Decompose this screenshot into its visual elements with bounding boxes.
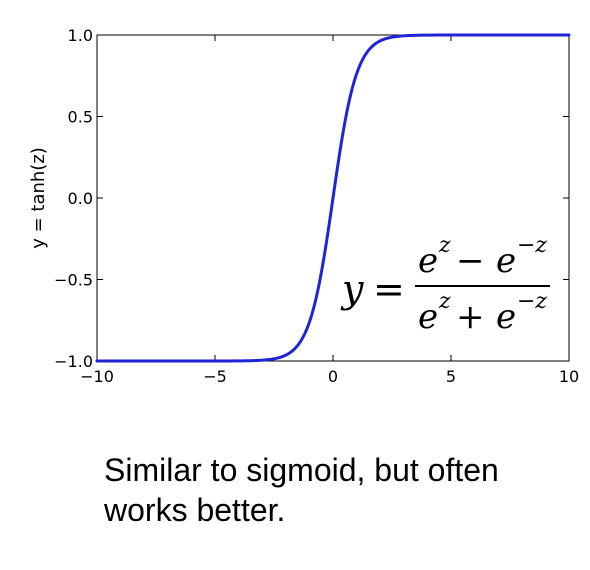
y-tick-label: 0.5 [68, 108, 93, 127]
y-tick-label: −1.0 [54, 352, 93, 371]
tanh-series-line [95, 33, 571, 363]
caption: Similar to sigmoid, but often works bett… [104, 450, 574, 530]
x-tick-label: 10 [559, 367, 579, 386]
x-tick-label: 5 [446, 367, 456, 386]
denominator-term2-base: e [496, 297, 516, 337]
numerator-term1-exp: z [438, 233, 451, 258]
formula-lhs: y [340, 267, 364, 311]
numerator-term1-base: e [418, 241, 438, 281]
denominator-term1-exp: z [438, 289, 451, 314]
formula-equals: = [373, 267, 405, 311]
series-layer [95, 33, 571, 363]
denominator-op: + [456, 297, 485, 337]
x-tick-label: 0 [328, 367, 338, 386]
x-tick-label: −10 [80, 367, 114, 386]
numerator-term2-base: e [496, 241, 516, 281]
denominator-term1-base: e [418, 297, 438, 337]
y-tick-label: −0.5 [54, 271, 93, 290]
caption-line-1: Similar to sigmoid, but often [104, 452, 499, 488]
y-tick-label: 1.0 [68, 26, 93, 45]
x-tick-label: −5 [203, 367, 227, 386]
denominator-term2-exp: −z [517, 289, 547, 314]
numerator-op: − [456, 241, 485, 281]
caption-line-2: works better. [104, 492, 286, 528]
tanh-chart: −10 −5 0 5 10 −1.0 −0.5 0.0 0.5 1.0 y = tanh(z) y… [28, 26, 579, 386]
tanh-formula: y = e z − e −z e z + e −z [340, 233, 550, 337]
y-axis-label: y = tanh(z) [28, 147, 49, 249]
numerator-term2-exp: −z [517, 233, 547, 258]
axes: −10 −5 0 5 10 −1.0 −0.5 0.0 0.5 1.0 [54, 26, 579, 386]
y-tick-label: 0.0 [68, 189, 93, 208]
